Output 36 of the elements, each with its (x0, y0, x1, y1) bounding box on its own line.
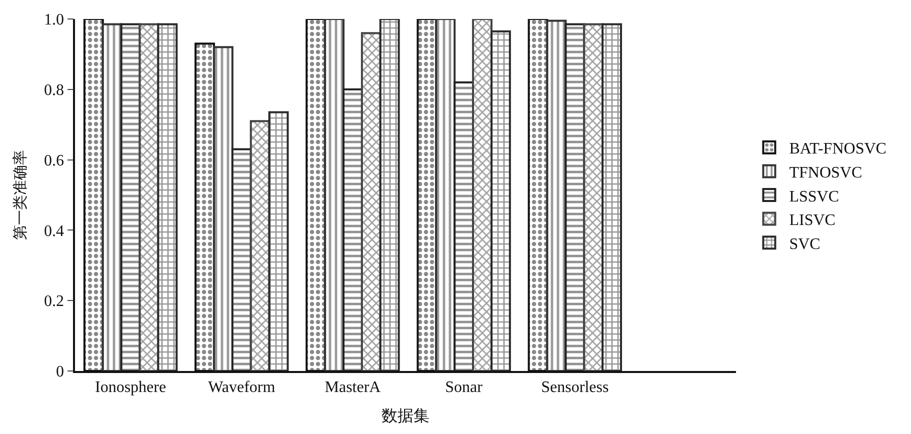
text: BAT-FNOSVC (789, 140, 886, 158)
y-axis-title: 第一类准确率 (10, 150, 29, 240)
y-tick-label: 0.4 (44, 222, 64, 240)
x-tick-label: MasterA (324, 378, 382, 396)
bar (360, 32, 382, 371)
x-axis-title: 数据集 (382, 408, 430, 426)
bar (212, 46, 234, 371)
bar (342, 88, 363, 371)
bar (120, 23, 141, 371)
text: LSSVC (789, 188, 840, 206)
x-tick-label: Waveform (208, 378, 276, 396)
bar (250, 120, 270, 371)
text: TFNOSVC (789, 164, 862, 182)
bar (602, 23, 622, 371)
bar (157, 23, 178, 371)
x-tick-label: Sonar (445, 378, 484, 396)
bar (564, 23, 586, 371)
x-tick-label: Ionosphere (95, 378, 166, 396)
y-tick-label: 0.8 (44, 82, 64, 99)
bar (454, 81, 474, 371)
bar (472, 19, 492, 371)
text: SVC (789, 236, 820, 253)
bar (324, 19, 345, 371)
y-tick-label: 0.2 (44, 293, 64, 310)
y-tick-label: 0.6 (44, 152, 64, 170)
bar (231, 148, 252, 371)
bar (490, 30, 511, 371)
y-tick-label: 1.0 (44, 12, 64, 29)
bar (268, 111, 289, 371)
x-tick-label: Sensorless (541, 378, 609, 396)
text: LISVC (789, 212, 836, 230)
bar (435, 19, 456, 371)
bar (102, 23, 122, 371)
bar (583, 23, 604, 371)
y-tick-label: 0 (56, 364, 64, 381)
bar (379, 19, 400, 371)
